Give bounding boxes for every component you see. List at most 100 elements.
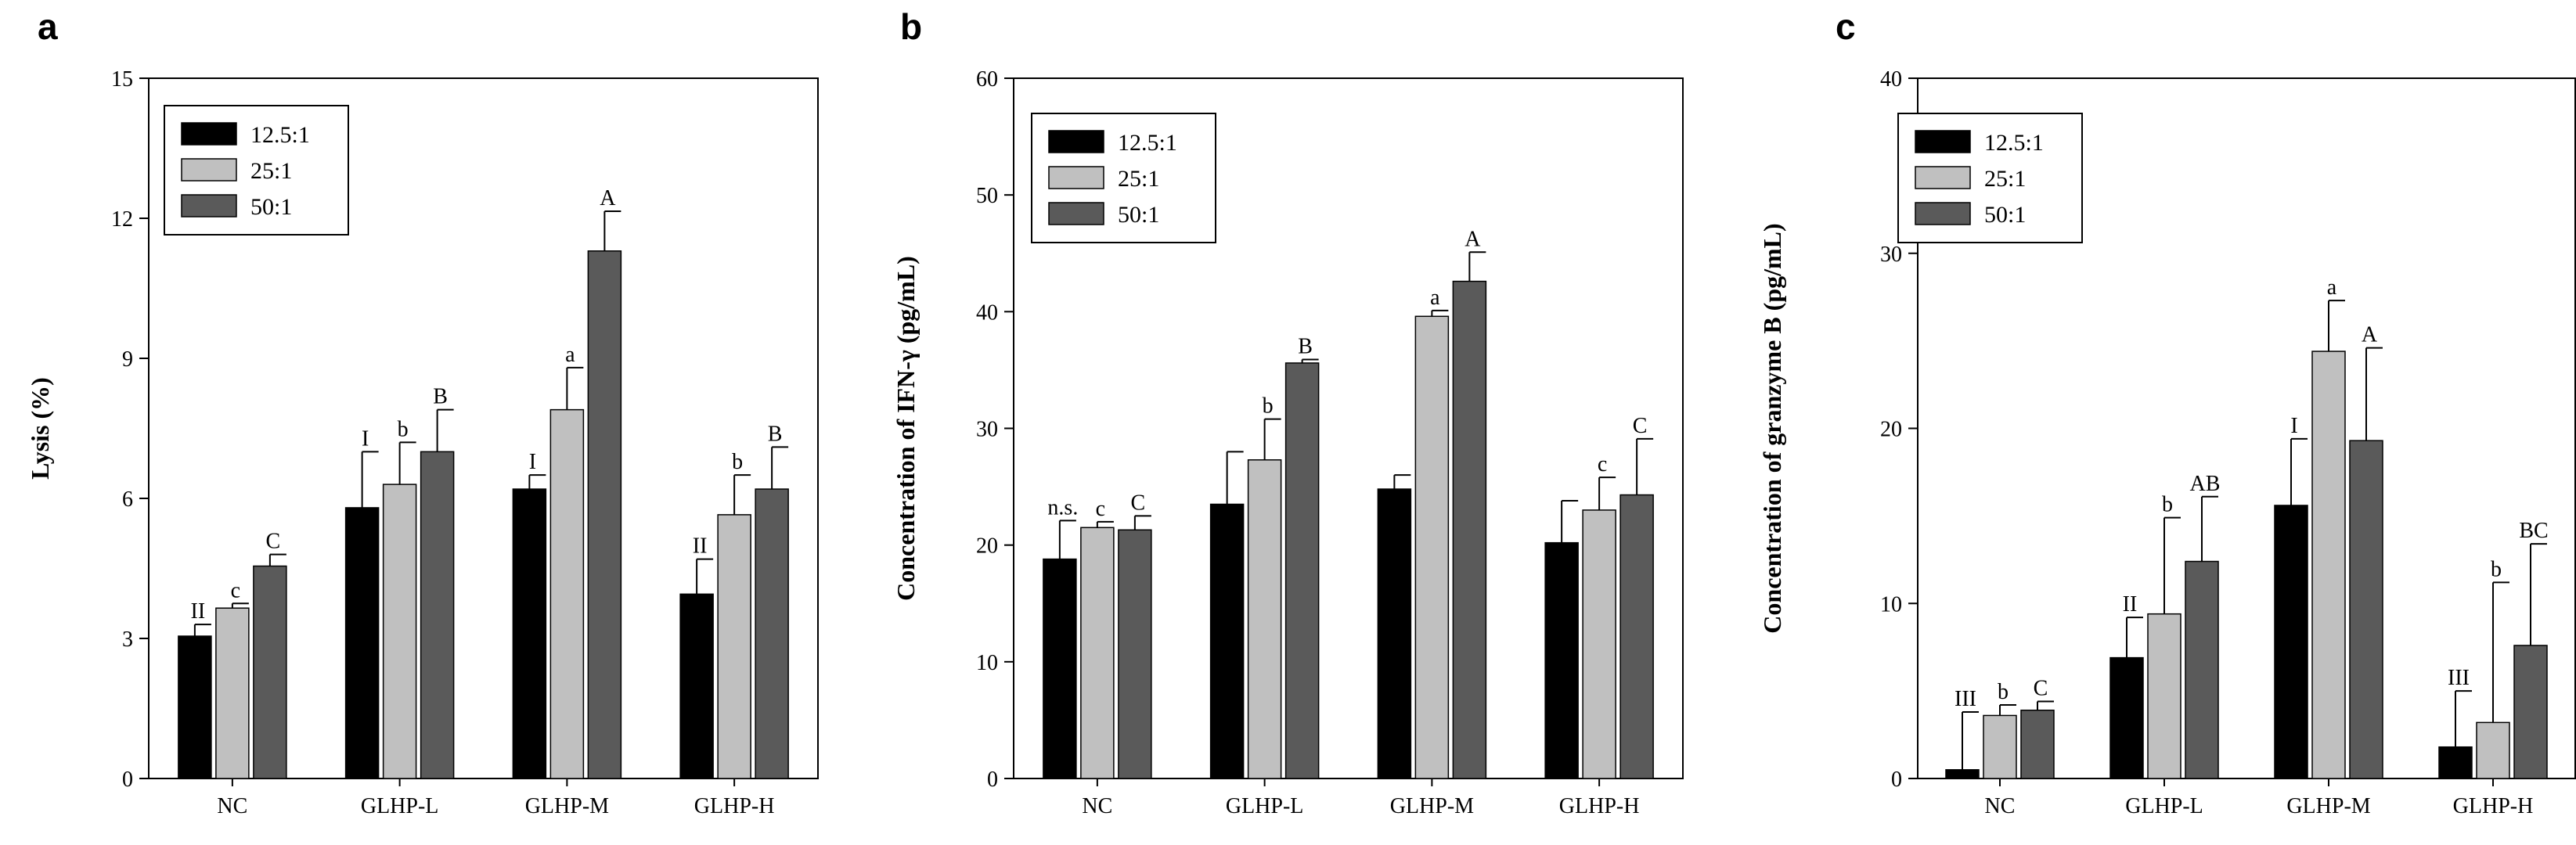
bar	[1247, 459, 1282, 779]
bar	[2185, 560, 2219, 779]
panel-letter: c	[1836, 6, 1856, 47]
y-tick-label: 10	[976, 651, 998, 675]
y-tick-label: 0	[987, 768, 998, 792]
significance-label: BC	[2519, 519, 2548, 543]
bar	[2349, 440, 2383, 779]
legend-label: 50:1	[1984, 202, 2026, 228]
significance-label: B	[1298, 334, 1313, 358]
y-tick-label: 3	[122, 627, 133, 652]
y-tick-label: 0	[122, 768, 133, 792]
bar	[1945, 769, 1980, 779]
significance-label: b	[732, 450, 743, 474]
bar	[587, 250, 622, 779]
significance-label: A	[2362, 323, 2378, 347]
legend-swatch	[1048, 202, 1104, 225]
x-tick-label: GLHP-L	[2125, 794, 2203, 818]
significance-label: I	[529, 450, 536, 474]
bar	[253, 565, 287, 779]
significance-label: I	[362, 426, 369, 451]
plot-frame	[148, 77, 819, 779]
significance-label: c	[1096, 497, 1105, 521]
y-tick-label: 15	[111, 67, 133, 92]
bar	[1377, 488, 1412, 779]
bar	[1452, 280, 1487, 779]
y-tick-label: 50	[976, 184, 998, 208]
bar	[755, 488, 789, 779]
bar	[1983, 714, 2017, 779]
x-tick-label: GLHP-L	[361, 794, 439, 818]
legend-swatch	[1915, 166, 1971, 189]
legend-swatch	[181, 194, 237, 218]
significance-label: a	[1430, 286, 1440, 310]
significance-label: C	[1633, 414, 1648, 438]
bar	[1080, 527, 1115, 779]
legend-label: 25:1	[250, 158, 292, 184]
bar	[717, 514, 751, 779]
significance-label: a	[2327, 275, 2337, 300]
bar	[382, 484, 417, 779]
y-tick-label: 20	[1880, 418, 1902, 442]
y-tick-label: 12	[111, 207, 133, 232]
x-tick-label: GLHP-M	[2286, 794, 2370, 818]
legend-label: 25:1	[1984, 166, 2026, 192]
significance-label: A	[600, 186, 616, 210]
panel-letter: a	[38, 6, 58, 47]
bar	[2147, 613, 2181, 779]
y-tick-label: 6	[122, 487, 133, 512]
y-tick-label: 20	[976, 534, 998, 559]
x-tick-label: GLHP-M	[525, 794, 609, 818]
significance-label: A	[1465, 227, 1481, 251]
bar	[2274, 505, 2308, 779]
bar	[1118, 529, 1152, 779]
x-tick-label: GLHP-H	[1559, 794, 1640, 818]
x-tick-label: NC	[1985, 794, 2016, 818]
significance-label: II	[2123, 592, 2138, 617]
bar	[1619, 494, 1654, 779]
y-tick-label: 9	[122, 347, 133, 372]
chart-panel-c: c 0 10 20 30 40 Concentration of granzyme B (p…	[1758, 6, 2576, 818]
panel-letter: b	[900, 6, 922, 47]
x-tick-label: GLHP-H	[2453, 794, 2534, 818]
legend-label: 25:1	[1118, 166, 1159, 192]
y-tick-label: 60	[976, 67, 998, 92]
legend-swatch	[1048, 166, 1104, 189]
bar	[1209, 503, 1245, 779]
significance-label: c	[231, 578, 240, 602]
bar	[1544, 541, 1579, 779]
bar	[512, 488, 547, 779]
legend-label: 12.5:1	[1118, 130, 1177, 156]
y-tick-label: 30	[976, 418, 998, 442]
significance-label: I	[2290, 414, 2297, 438]
bar	[1043, 558, 1077, 779]
significance-label: II	[191, 599, 206, 624]
y-tick-label: 40	[976, 300, 998, 325]
bar	[679, 593, 714, 779]
chart-panel-b: b 0 10 20 30 40 50 60 Concentration of IFN-γ (pg…	[892, 6, 1684, 818]
significance-label: C	[2034, 677, 2048, 701]
bar	[2020, 709, 2055, 779]
bar	[1414, 315, 1450, 779]
legend-label: 12.5:1	[250, 122, 310, 148]
bar	[178, 635, 212, 779]
y-tick-label: 30	[1880, 243, 1902, 267]
bar	[2513, 645, 2548, 779]
legend-label: 50:1	[250, 194, 292, 220]
bar	[2109, 656, 2144, 779]
significance-label: C	[1131, 491, 1146, 515]
x-tick-label: NC	[1082, 794, 1112, 818]
significance-label: III	[1955, 687, 1976, 711]
legend-swatch	[1048, 130, 1104, 153]
bar	[215, 607, 250, 779]
significance-label: C	[266, 530, 281, 554]
legend-label: 50:1	[1118, 202, 1159, 228]
bar	[344, 507, 380, 779]
bar	[2476, 721, 2510, 779]
y-tick-label: 40	[1880, 67, 1902, 92]
bar	[2438, 746, 2473, 779]
significance-label: n.s.	[1047, 495, 1078, 520]
y-axis-label: Concentration of granzyme B (pg/mL)	[1758, 223, 1786, 633]
significance-label: B	[768, 422, 783, 446]
x-tick-label: GLHP-L	[1226, 794, 1304, 818]
